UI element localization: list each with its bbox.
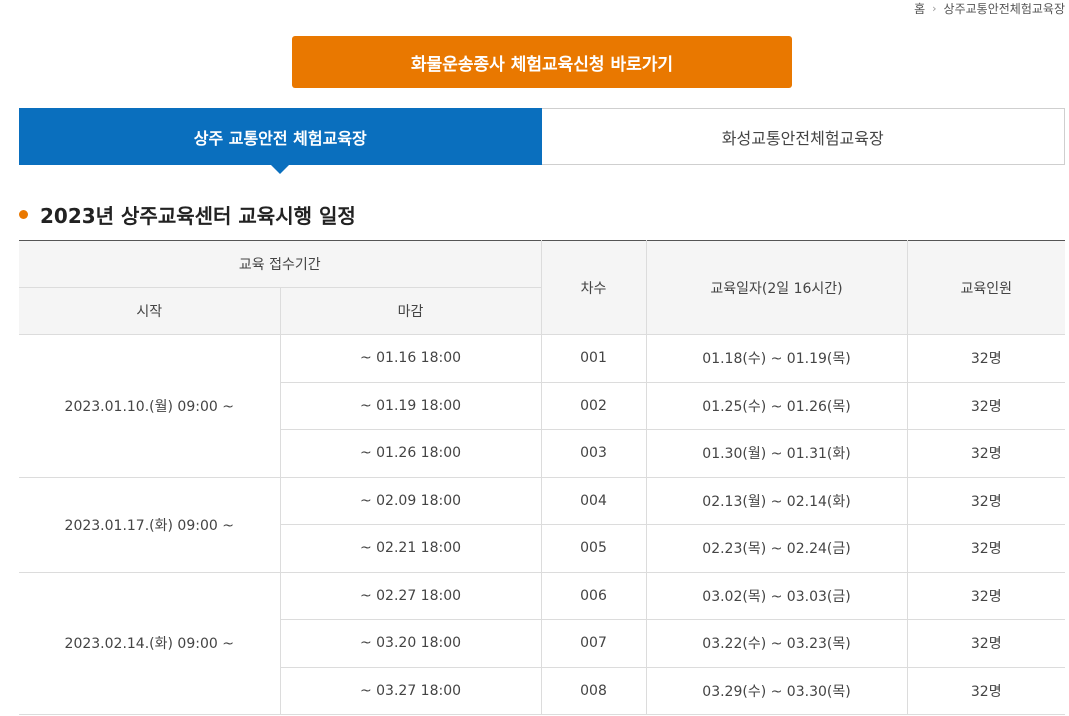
cell-capacity: 32명 xyxy=(906,524,1065,573)
cell-date: 01.30(월) ~ 01.31(화) xyxy=(645,429,908,478)
schedule-table: 교육 접수기간 차수 교육일자(2일 16시간) 교육인원 시작 마감 2023… xyxy=(19,240,1065,715)
center-tabs: 상주 교통안전 체험교육장 화성교통안전체험교육장 xyxy=(19,108,1065,174)
breadcrumb-home-link[interactable]: 홈 xyxy=(914,1,926,16)
cell-start: 2023.01.17.(화) 09:00 ~ xyxy=(19,476,281,573)
cell-round: 001 xyxy=(540,334,647,383)
cell-round: 005 xyxy=(540,524,647,573)
cell-capacity: 32명 xyxy=(906,381,1065,430)
cell-round: 006 xyxy=(540,571,647,620)
cell-end: ~ 02.27 18:00 xyxy=(279,571,542,620)
breadcrumb: 홈 › 상주교통안전체험교육장 xyxy=(914,0,1065,16)
table-header-row: 교육 접수기간 차수 교육일자(2일 16시간) 교육인원 xyxy=(19,240,1065,335)
cell-date: 03.29(수) ~ 03.30(목) xyxy=(645,666,908,715)
cell-round: 007 xyxy=(540,619,647,668)
cell-end: ~ 01.16 18:00 xyxy=(279,334,542,383)
cell-date: 03.22(수) ~ 03.23(목) xyxy=(645,619,908,668)
section-title-text: 2023년 상주교육센터 교육시행 일정 xyxy=(40,204,356,228)
table-row: 2023.02.14.(화) 09:00 ~ ~ 02.27 18:00 006… xyxy=(19,571,1065,715)
cell-start: 2023.01.10.(월) 09:00 ~ xyxy=(19,334,281,478)
cell-end: ~ 01.26 18:00 xyxy=(280,429,542,478)
cell-round: 008 xyxy=(540,666,647,715)
table-row: ~ 01.26 18:00 003 01.30(월) ~ 01.31(화) 32… xyxy=(19,429,1065,478)
cell-capacity: 32명 xyxy=(906,666,1065,715)
section-title: 2023년 상주교육센터 교육시행 일정 xyxy=(19,200,356,229)
cell-date: 01.18(수) ~ 01.19(목) xyxy=(645,334,908,383)
breadcrumb-current[interactable]: 상주교통안전체험교육장 xyxy=(943,1,1065,16)
cell-round: 004 xyxy=(540,476,647,525)
header-round: 차수 xyxy=(540,240,647,335)
table-row: ~ 03.20 18:00 007 03.22(수) ~ 03.23(목) 32… xyxy=(19,619,1065,668)
cell-date: 02.13(월) ~ 02.14(화) xyxy=(645,476,908,525)
apply-education-button[interactable]: 화물운송종사 체험교육신청 바로가기 xyxy=(292,36,792,88)
cell-capacity: 32명 xyxy=(906,571,1065,620)
header-period: 교육 접수기간 xyxy=(19,240,542,288)
header-capacity: 교육인원 xyxy=(906,240,1065,335)
cell-end: ~ 01.19 18:00 xyxy=(280,381,542,430)
cell-capacity: 32명 xyxy=(906,429,1065,478)
cell-capacity: 32명 xyxy=(906,476,1065,525)
cell-round: 002 xyxy=(540,381,647,430)
table-subheader-row: 시작 마감 xyxy=(19,287,1065,335)
cell-end: ~ 02.21 18:00 xyxy=(280,524,542,573)
header-start: 시작 xyxy=(19,287,281,335)
cell-end: ~ 02.09 18:00 xyxy=(279,476,542,525)
cell-date: 03.02(목) ~ 03.03(금) xyxy=(645,571,908,620)
cell-end: ~ 03.20 18:00 xyxy=(280,619,542,668)
cell-end: ~ 03.27 18:00 xyxy=(280,666,542,715)
cell-date: 02.23(목) ~ 02.24(금) xyxy=(645,524,908,573)
cell-capacity: 32명 xyxy=(906,619,1065,668)
header-end: 마감 xyxy=(279,287,541,335)
cell-start: 2023.02.14.(화) 09:00 ~ xyxy=(19,571,281,715)
table-row: ~ 02.21 18:00 005 02.23(목) ~ 02.24(금) 32… xyxy=(19,524,1065,573)
header-date: 교육일자(2일 16시간) xyxy=(645,240,908,335)
cell-date: 01.25(수) ~ 01.26(목) xyxy=(645,381,908,430)
tab-hwaseong[interactable]: 화성교통안전체험교육장 xyxy=(541,108,1065,165)
table-row: ~ 01.19 18:00 002 01.25(수) ~ 01.26(목) 32… xyxy=(19,381,1065,430)
tab-sangju[interactable]: 상주 교통안전 체험교육장 xyxy=(19,108,542,174)
bullet-dot-icon xyxy=(19,210,28,219)
table-row: 2023.01.10.(월) 09:00 ~ ~ 01.16 18:00 001… xyxy=(19,334,1065,478)
breadcrumb-separator-icon: › xyxy=(932,1,937,15)
cell-round: 003 xyxy=(540,429,647,478)
table-row: ~ 03.27 18:00 008 03.29(수) ~ 03.30(목) 32… xyxy=(19,666,1065,715)
cell-capacity: 32명 xyxy=(906,334,1065,383)
table-row: 2023.01.17.(화) 09:00 ~ ~ 02.09 18:00 004… xyxy=(19,476,1065,573)
